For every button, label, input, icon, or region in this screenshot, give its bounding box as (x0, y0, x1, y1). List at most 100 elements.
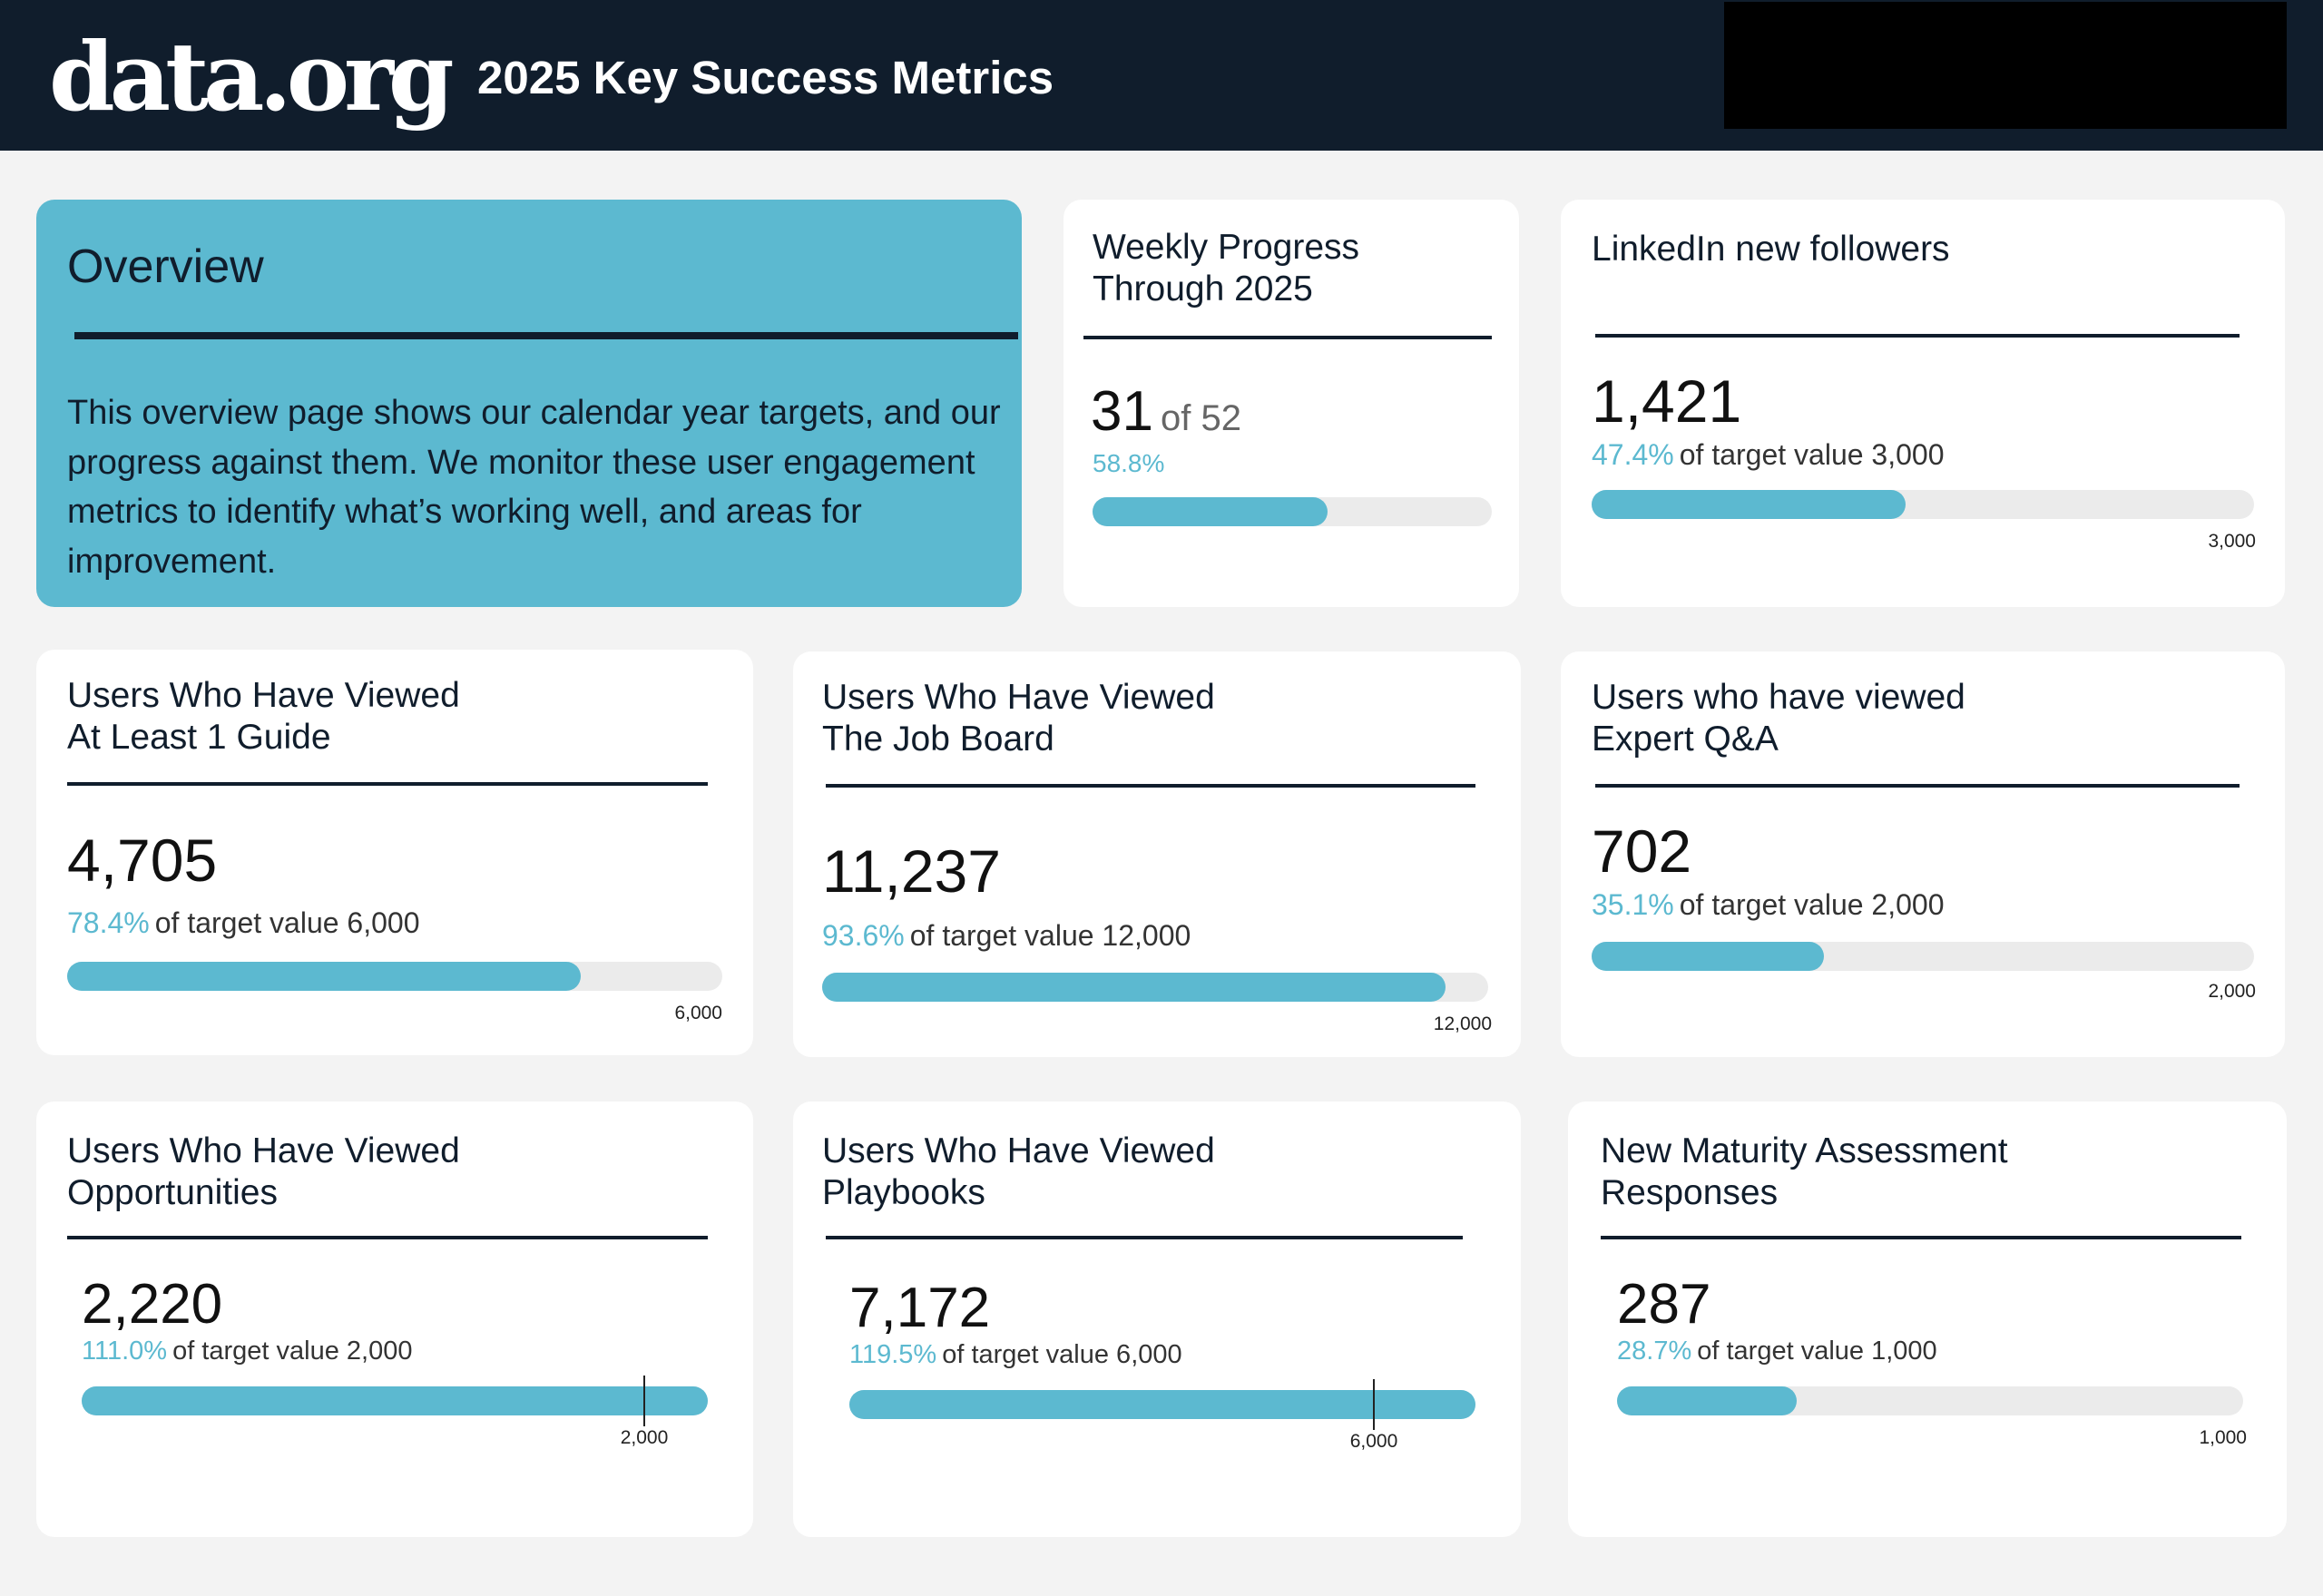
card-title-line-1: Users Who Have Viewed (822, 1131, 1215, 1170)
card-title-line-2: Expert Q&A (1592, 720, 1779, 759)
card-title-line-2: At Least 1 Guide (67, 718, 331, 757)
progress-bar-fill (1592, 942, 1825, 971)
target-label: 2,000 (2208, 981, 2256, 1002)
card-divider (1601, 1236, 2241, 1239)
progress-bar-track (822, 973, 1488, 1002)
progress-bar-fill (1093, 497, 1328, 526)
viewed-job-board-card: Users Who Have Viewed The Job Board 11,2… (793, 651, 1521, 1057)
percent-value: 78.4% (67, 906, 150, 939)
card-divider (1595, 784, 2240, 788)
card-title-line-1: New Maturity Assessment (1601, 1131, 2008, 1170)
card-title: LinkedIn new followers (1592, 229, 1950, 270)
card-divider (826, 784, 1475, 788)
viewed-opportunities-card: Users Who Have Viewed Opportunities 2,22… (36, 1102, 753, 1537)
maturity-assessment-card: New Maturity Assessment Responses 287 28… (1568, 1102, 2287, 1537)
metric-percent: 58.8% (1093, 446, 1170, 481)
target-label: 12,000 (1433, 1013, 1492, 1034)
card-divider (1595, 334, 2240, 338)
overview-divider (74, 332, 1018, 339)
target-text: of target value 12,000 (909, 919, 1191, 952)
header-bar: data.org 2025 Key Success Metrics (0, 0, 2323, 151)
metric-percent-of-target: 119.5% of target value 6,000 (849, 1337, 1182, 1372)
metric-value: 4,705 (67, 827, 218, 894)
progress-bar-fill (1592, 490, 1906, 519)
target-text: of target value 6,000 (154, 906, 420, 939)
percent-value: 93.6% (822, 919, 905, 952)
card-divider (1083, 336, 1492, 339)
card-divider (67, 1236, 708, 1239)
target-text: of target value 1,000 (1697, 1337, 1937, 1366)
card-title-line-2: Opportunities (67, 1173, 278, 1212)
percent-value: 47.4% (1592, 438, 1674, 471)
overview-title: Overview (67, 240, 264, 293)
linkedin-followers-card: LinkedIn new followers 1,421 47.4% of tar… (1561, 200, 2285, 607)
data-org-logo[interactable]: data.org (49, 21, 455, 132)
metric-percent-of-target: 78.4% of target value 6,000 (67, 906, 420, 940)
target-marker (1373, 1379, 1375, 1430)
metric-value: 31 of 52 (1091, 377, 1241, 453)
metric-percent-of-target: 35.1% of target value 2,000 (1592, 887, 1945, 922)
weeks-total: of 52 (1160, 398, 1241, 438)
card-title-line-1: Users Who Have Viewed (67, 1131, 460, 1170)
metric-percent-of-target: 28.7% of target value 1,000 (1617, 1334, 1937, 1368)
redacted-block (1724, 2, 2287, 129)
card-divider (826, 1236, 1463, 1239)
metric-value: 11,237 (822, 837, 1001, 905)
percent-value: 28.7% (1617, 1337, 1692, 1366)
metric-value: 1,421 (1592, 367, 1742, 435)
weeks-elapsed-value: 31 (1091, 380, 1153, 443)
target-text: of target value 2,000 (172, 1337, 413, 1366)
viewed-playbooks-card: Users Who Have Viewed Playbooks 7,172 11… (793, 1102, 1521, 1537)
target-label: 3,000 (2208, 531, 2256, 552)
card-title: Weekly Progress Through 2025 (1093, 227, 1359, 310)
target-label: 1,000 (2199, 1427, 2247, 1448)
target-text: of target value 3,000 (1679, 438, 1945, 471)
metric-value: 287 (1617, 1273, 1711, 1336)
page-title: 2025 Key Success Metrics (477, 52, 1054, 103)
target-text: of target value 2,000 (1679, 888, 1945, 921)
progress-bar-fill (82, 1386, 708, 1415)
card-title: Users Who Have Viewed The Job Board (822, 677, 1215, 760)
card-title: Users Who Have Viewed At Least 1 Guide (67, 675, 460, 759)
percent-value: 35.1% (1592, 888, 1674, 921)
card-divider (67, 782, 708, 786)
card-title-line-1: Users Who Have Viewed (822, 678, 1215, 717)
target-text: of target value 6,000 (942, 1340, 1182, 1369)
progress-bar-track (1093, 497, 1492, 526)
metric-value: 702 (1592, 818, 1692, 885)
percent-value: 58.8% (1093, 449, 1165, 477)
card-title-line-1: Users who have viewed (1592, 678, 1965, 717)
card-title-line-2: Responses (1601, 1173, 1779, 1212)
card-title-line-2: Playbooks (822, 1173, 985, 1212)
progress-bar-track (1592, 490, 2254, 519)
card-title-line-1: Users Who Have Viewed (67, 676, 460, 715)
target-label: 6,000 (1349, 1431, 1398, 1452)
percent-value: 111.0% (82, 1337, 168, 1366)
target-label: 2,000 (620, 1427, 669, 1448)
card-title: Users Who Have Viewed Playbooks (822, 1131, 1215, 1214)
card-title-line-1: Weekly Progress (1093, 228, 1360, 267)
progress-bar-fill (822, 973, 1446, 1002)
metric-percent-of-target: 93.6% of target value 12,000 (822, 918, 1191, 953)
card-title: New Maturity Assessment Responses (1601, 1131, 2008, 1214)
progress-bar-fill (1617, 1386, 1798, 1415)
metric-percent-of-target: 111.0% of target value 2,000 (82, 1334, 412, 1368)
card-title: Users who have viewed Expert Q&A (1592, 677, 1965, 760)
metric-percent-of-target: 47.4% of target value 3,000 (1592, 437, 1945, 472)
card-title-line-2: Through 2025 (1093, 269, 1313, 308)
viewed-expert-qa-card: Users who have viewed Expert Q&A 702 35.… (1561, 651, 2285, 1057)
progress-bar-track (82, 1376, 708, 1426)
weekly-progress-card: Weekly Progress Through 2025 31 of 52 58.… (1063, 200, 1519, 607)
progress-bar-fill (849, 1390, 1475, 1419)
progress-bar-track (1617, 1386, 2243, 1415)
progress-bar-track (1592, 942, 2254, 971)
card-title-line-2: The Job Board (822, 720, 1054, 759)
metric-value: 7,172 (849, 1277, 991, 1339)
percent-value: 119.5% (849, 1340, 937, 1369)
card-title-line-1: LinkedIn new followers (1592, 230, 1950, 269)
progress-bar-track (67, 962, 722, 991)
overview-description: This overview page shows our calendar ye… (67, 394, 1001, 581)
viewed-guide-card: Users Who Have Viewed At Least 1 Guide 4… (36, 650, 753, 1055)
target-marker (643, 1376, 645, 1426)
metric-value: 2,220 (82, 1273, 223, 1336)
